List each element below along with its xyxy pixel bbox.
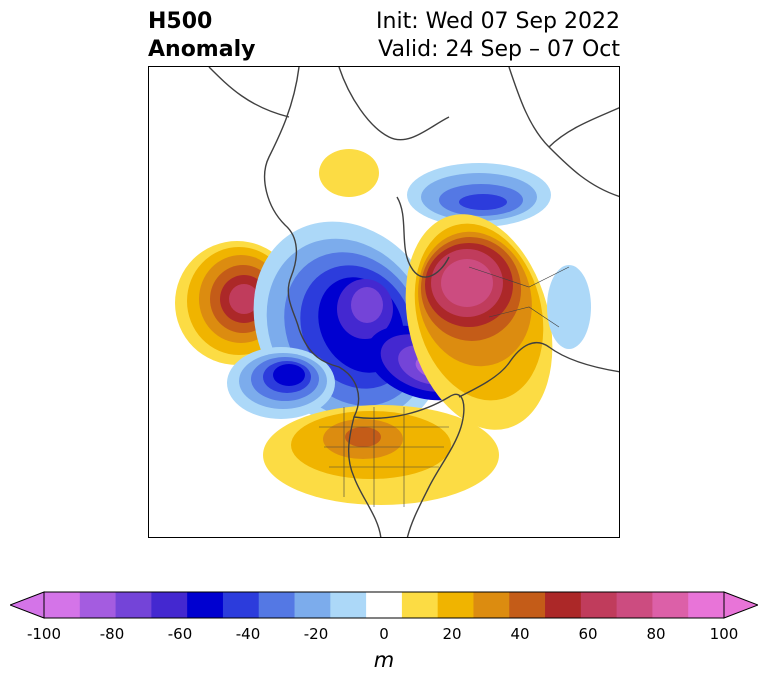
colorbar-segment (437, 592, 474, 618)
state-borders (319, 266, 570, 507)
colorbar-tick-label: 60 (578, 625, 598, 643)
colorbar-segment (473, 592, 510, 618)
colorbar-segment (330, 592, 367, 618)
colorbar-segment (222, 592, 260, 618)
colorbar-extend-low (10, 591, 45, 619)
anomaly-map (148, 66, 620, 538)
anomaly-field (175, 149, 591, 505)
colorbar-segment (545, 592, 582, 618)
alaska-low (227, 347, 335, 419)
colorbar-frame (43, 591, 725, 619)
atlantic-ridge (405, 214, 553, 430)
colorbar-segment (44, 592, 81, 618)
title-right: Init: Wed 07 Sep 2022 Valid: 24 Sep – 07… (376, 8, 620, 64)
colorbar-segment (688, 592, 725, 618)
coastlines (208, 67, 619, 537)
main-trough (253, 221, 475, 433)
colorbar-segment (151, 592, 188, 618)
colorbar-tick-label: 80 (646, 625, 666, 643)
colorbar-tick-label: -20 (303, 625, 329, 643)
colorbar (10, 591, 758, 619)
colorbar-segment (366, 592, 403, 618)
colorbar-tick-label: -60 (167, 625, 193, 643)
colorbar-segment (115, 592, 152, 618)
colorbar-tick-label: -80 (99, 625, 125, 643)
colorbar-segment (616, 592, 653, 618)
valid-range: Valid: 24 Sep – 07 Oct (378, 37, 620, 62)
colorbar-segment (187, 592, 224, 618)
north-ridge (319, 149, 379, 197)
title-type: Anomaly (148, 37, 256, 62)
arctic-trough (407, 163, 551, 227)
colorbar-tick-label: 100 (709, 625, 739, 643)
colorbar-segment (401, 592, 439, 618)
colorbar-segment (652, 592, 689, 618)
title-left: H500 Anomaly (148, 8, 255, 64)
colorbar-segment (79, 592, 117, 618)
colorbar-tick-label: 40 (510, 625, 530, 643)
title-field: H500 (148, 9, 213, 34)
colorbar-tick-label: 0 (379, 625, 389, 643)
us-ridge (263, 405, 499, 505)
colorbar-segment (294, 592, 331, 618)
colorbar-units: m (373, 648, 395, 672)
colorbar-extend-high (723, 591, 758, 619)
colorbar-tick-label: -100 (26, 625, 62, 643)
colorbar-segment (258, 592, 296, 618)
colorbar-tick-label: -40 (235, 625, 261, 643)
map-svg (175, 67, 619, 537)
init-date: Init: Wed 07 Sep 2022 (376, 9, 620, 34)
europe-trough (547, 265, 591, 349)
colorbar-segment (509, 592, 546, 618)
colorbar-segment (580, 592, 618, 618)
colorbar-tick-label: 20 (442, 625, 462, 643)
